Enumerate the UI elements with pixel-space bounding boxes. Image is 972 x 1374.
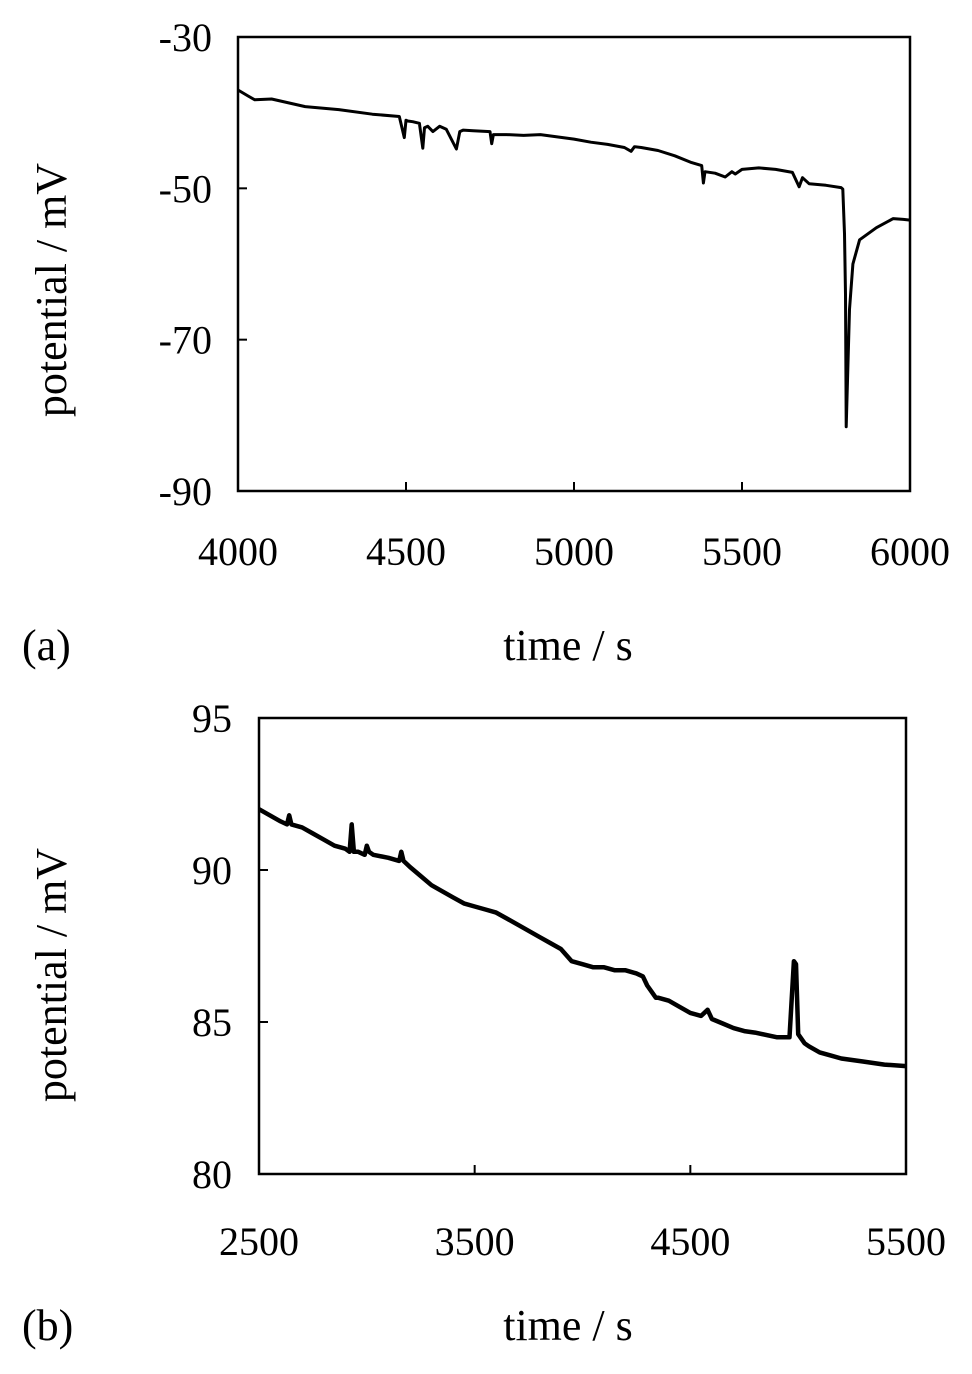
plot-area-frame xyxy=(236,35,912,493)
x-tick-label: 6000 xyxy=(870,529,950,574)
x-tick-labels: 4000 4500 5000 5500 6000 xyxy=(198,482,950,574)
x-tick-label: 3500 xyxy=(435,1219,515,1264)
y-tick-label: -70 xyxy=(159,318,212,363)
x-axis-title: time / s xyxy=(503,621,633,670)
x-tick-label: 5000 xyxy=(534,529,614,574)
panel-label: (b) xyxy=(22,1301,73,1350)
y-axis-title: potential / mV xyxy=(27,848,76,1102)
y-tick-label: -50 xyxy=(159,166,212,211)
x-axis-title: time / s xyxy=(503,1301,633,1350)
y-tick-labels: 95 90 85 80 xyxy=(192,696,268,1197)
x-tick-label: 4500 xyxy=(366,529,446,574)
y-tick-label: 85 xyxy=(192,1000,232,1045)
y-tick-label: -90 xyxy=(159,469,212,514)
y-tick-label: 95 xyxy=(192,696,232,741)
x-tick-label: 5500 xyxy=(866,1219,946,1264)
data-series-line xyxy=(237,88,911,429)
data-series-line xyxy=(257,807,907,1069)
panel-label: (a) xyxy=(22,621,71,670)
x-tick-label: 2500 xyxy=(219,1219,299,1264)
x-tick-label: 5500 xyxy=(702,529,782,574)
x-tick-label: 4000 xyxy=(198,529,278,574)
x-tick-label: 4500 xyxy=(650,1219,730,1264)
y-axis-title: potential / mV xyxy=(27,163,76,417)
y-tick-labels: -30 -50 -70 -90 xyxy=(159,15,247,514)
panel-a: 4000 4500 5000 5500 6000 -30 -50 -70 -90 time /… xyxy=(22,15,950,670)
y-tick-label: -30 xyxy=(159,15,212,60)
y-tick-label: 80 xyxy=(192,1152,232,1197)
x-tick-labels: 2500 3500 4500 5500 xyxy=(219,1165,946,1264)
y-tick-label: 90 xyxy=(192,848,232,893)
plot-area-frame xyxy=(257,716,908,1176)
panel-b: 2500 3500 4500 5500 95 90 85 80 time / s poten… xyxy=(22,696,946,1350)
